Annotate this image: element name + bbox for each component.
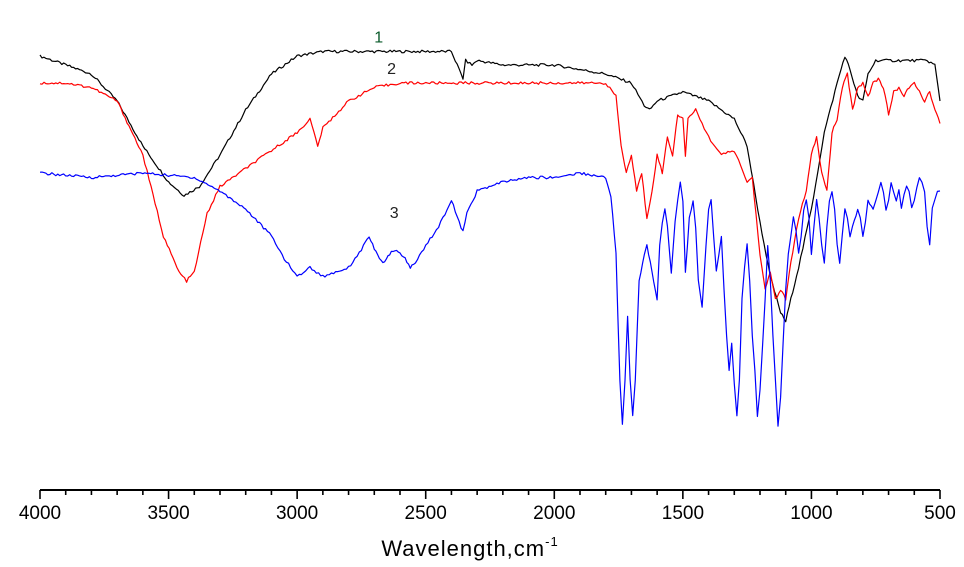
x-tick-label: 3500 [147,503,189,524]
series-label-1: 1 [374,30,383,47]
x-tick-label: 2000 [533,503,575,524]
series-line-3 [40,172,940,426]
x-tick-label: 2500 [405,503,447,524]
x-tick-label: 500 [924,503,956,524]
x-axis: 4000 3500 3000 2500 2000 1500 1000 500 [19,490,956,524]
x-tick-label: 1500 [662,503,704,524]
series-label-2: 2 [387,61,396,78]
x-tick-label: 4000 [19,503,61,524]
x-axis-title: Wavelength,cm-1 [381,534,558,561]
x-axis-title-superscript: -1 [545,534,559,549]
series-group [40,50,940,426]
series-label-group: 12 3 [374,30,398,223]
x-tick-label: 3000 [276,503,318,524]
series-label-3: 3 [390,205,399,222]
x-tick-label: 1000 [790,503,832,524]
x-axis-title-text: Wavelength,cm [381,536,545,561]
